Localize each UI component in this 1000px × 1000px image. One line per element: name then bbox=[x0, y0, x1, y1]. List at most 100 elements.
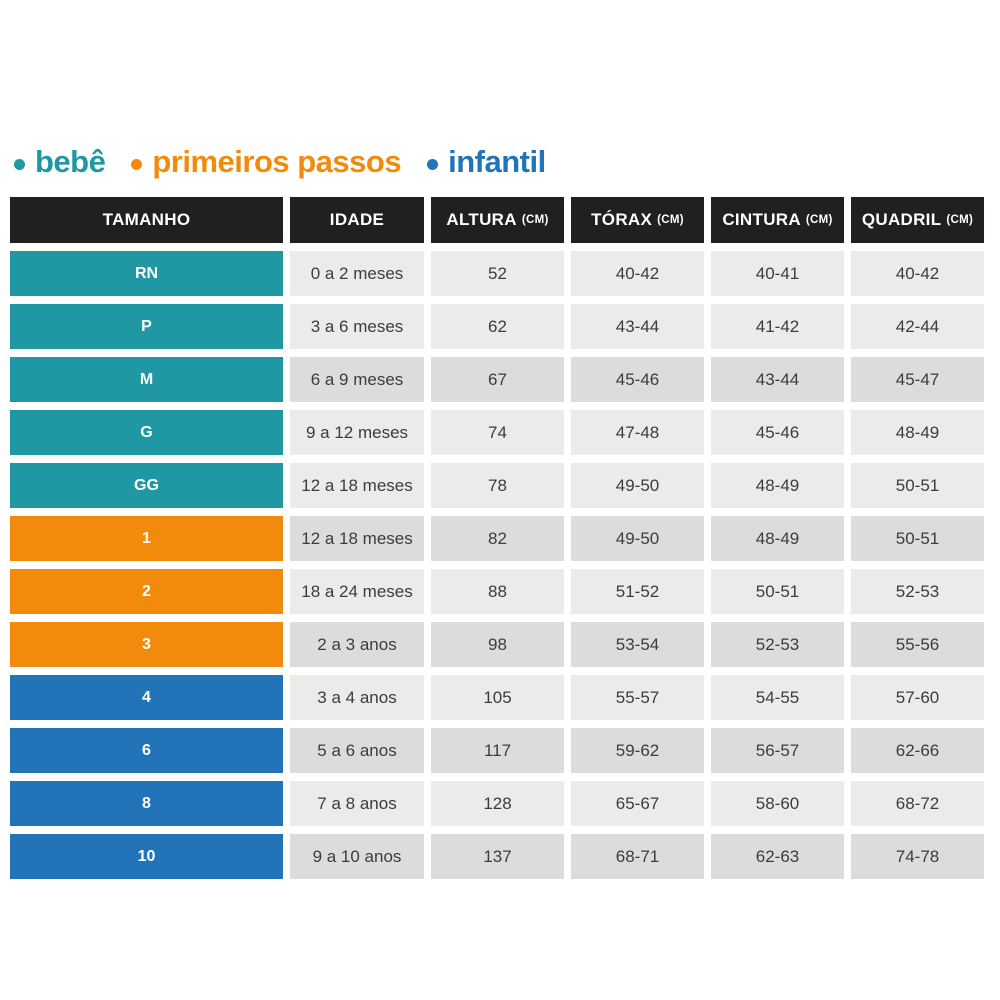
torax-cell: 65-67 bbox=[571, 781, 704, 826]
header-cintura: CINTURA (CM) bbox=[711, 197, 844, 243]
altura-cell: 117 bbox=[431, 728, 564, 773]
idade-cell: 12 a 18 meses bbox=[290, 516, 424, 561]
cintura-cell: 50-51 bbox=[711, 569, 844, 614]
quadril-cell: 52-53 bbox=[851, 569, 984, 614]
altura-cell: 78 bbox=[431, 463, 564, 508]
altura-cell: 82 bbox=[431, 516, 564, 561]
altura-cell: 137 bbox=[431, 834, 564, 879]
quadril-cell: 57-60 bbox=[851, 675, 984, 720]
cintura-cell: 48-49 bbox=[711, 516, 844, 561]
idade-cell: 0 a 2 meses bbox=[290, 251, 424, 296]
quadril-cell: 48-49 bbox=[851, 410, 984, 455]
cintura-cell: 48-49 bbox=[711, 463, 844, 508]
idade-cell: 12 a 18 meses bbox=[290, 463, 424, 508]
size-table: TAMANHO IDADE ALTURA (CM) TÓRAX (CM) CINTU… bbox=[10, 197, 984, 879]
cintura-cell: 62-63 bbox=[711, 834, 844, 879]
legend-label: bebê bbox=[35, 144, 106, 179]
idade-cell: 3 a 6 meses bbox=[290, 304, 424, 349]
altura-cell: 128 bbox=[431, 781, 564, 826]
quadril-cell: 55-56 bbox=[851, 622, 984, 667]
idade-cell: 9 a 12 meses bbox=[290, 410, 424, 455]
size-cell: 3 bbox=[10, 622, 283, 667]
legend-item-primeiros-passos: primeiros passos bbox=[131, 144, 402, 180]
header-label: IDADE bbox=[329, 210, 385, 229]
size-cell: 2 bbox=[10, 569, 283, 614]
legend-label: infantil bbox=[448, 144, 546, 179]
torax-cell: 55-57 bbox=[571, 675, 704, 720]
legend-item-bebe: bebê bbox=[14, 144, 106, 180]
quadril-cell: 45-47 bbox=[851, 357, 984, 402]
bullet-icon bbox=[131, 158, 143, 170]
idade-cell: 18 a 24 meses bbox=[290, 569, 424, 614]
idade-cell: 9 a 10 anos bbox=[290, 834, 424, 879]
altura-cell: 74 bbox=[431, 410, 564, 455]
legend: bebê primeiros passos infantil bbox=[14, 144, 546, 180]
idade-cell: 2 a 3 anos bbox=[290, 622, 424, 667]
size-cell: P bbox=[10, 304, 283, 349]
altura-cell: 88 bbox=[431, 569, 564, 614]
size-cell: 1 bbox=[10, 516, 283, 561]
header-label: ALTURA bbox=[446, 210, 517, 229]
cintura-cell: 52-53 bbox=[711, 622, 844, 667]
torax-cell: 49-50 bbox=[571, 463, 704, 508]
header-tamanho: TAMANHO bbox=[10, 197, 283, 243]
size-cell: 10 bbox=[10, 834, 283, 879]
header-unit: (CM) bbox=[521, 214, 549, 226]
quadril-cell: 42-44 bbox=[851, 304, 984, 349]
torax-cell: 43-44 bbox=[571, 304, 704, 349]
size-cell: M bbox=[10, 357, 283, 402]
cintura-cell: 40-41 bbox=[711, 251, 844, 296]
header-label: QUADRIL bbox=[861, 210, 942, 229]
header-label: TÓRAX bbox=[591, 210, 653, 229]
cintura-cell: 56-57 bbox=[711, 728, 844, 773]
altura-cell: 98 bbox=[431, 622, 564, 667]
idade-cell: 3 a 4 anos bbox=[290, 675, 424, 720]
header-unit: (CM) bbox=[657, 214, 684, 226]
header-label: CINTURA bbox=[722, 210, 801, 229]
bullet-icon bbox=[427, 158, 439, 170]
cintura-cell: 54-55 bbox=[711, 675, 844, 720]
torax-cell: 40-42 bbox=[571, 251, 704, 296]
torax-cell: 68-71 bbox=[571, 834, 704, 879]
header-unit: (CM) bbox=[946, 214, 974, 226]
quadril-cell: 74-78 bbox=[851, 834, 984, 879]
altura-cell: 67 bbox=[431, 357, 564, 402]
idade-cell: 5 a 6 anos bbox=[290, 728, 424, 773]
quadril-cell: 62-66 bbox=[851, 728, 984, 773]
quadril-cell: 40-42 bbox=[851, 251, 984, 296]
idade-cell: 6 a 9 meses bbox=[290, 357, 424, 402]
size-cell: 4 bbox=[10, 675, 283, 720]
torax-cell: 53-54 bbox=[571, 622, 704, 667]
bullet-icon bbox=[14, 158, 25, 170]
header-torax: TÓRAX (CM) bbox=[571, 197, 704, 243]
header-unit: (CM) bbox=[805, 214, 833, 226]
legend-label: primeiros passos bbox=[152, 144, 402, 179]
size-cell: G bbox=[10, 410, 283, 455]
cintura-cell: 41-42 bbox=[711, 304, 844, 349]
size-cell: GG bbox=[10, 463, 283, 508]
header-altura: ALTURA (CM) bbox=[431, 197, 564, 243]
quadril-cell: 50-51 bbox=[851, 463, 984, 508]
torax-cell: 59-62 bbox=[571, 728, 704, 773]
quadril-cell: 68-72 bbox=[851, 781, 984, 826]
header-quadril: QUADRIL (CM) bbox=[851, 197, 984, 243]
altura-cell: 62 bbox=[431, 304, 564, 349]
cintura-cell: 43-44 bbox=[711, 357, 844, 402]
torax-cell: 45-46 bbox=[571, 357, 704, 402]
size-cell: 8 bbox=[10, 781, 283, 826]
torax-cell: 47-48 bbox=[571, 410, 704, 455]
size-cell: RN bbox=[10, 251, 283, 296]
header-idade: IDADE bbox=[290, 197, 424, 243]
header-label: TAMANHO bbox=[102, 210, 191, 229]
legend-item-infantil: infantil bbox=[427, 144, 546, 180]
quadril-cell: 50-51 bbox=[851, 516, 984, 561]
cintura-cell: 58-60 bbox=[711, 781, 844, 826]
size-cell: 6 bbox=[10, 728, 283, 773]
torax-cell: 49-50 bbox=[571, 516, 704, 561]
idade-cell: 7 a 8 anos bbox=[290, 781, 424, 826]
cintura-cell: 45-46 bbox=[711, 410, 844, 455]
altura-cell: 52 bbox=[431, 251, 564, 296]
altura-cell: 105 bbox=[431, 675, 564, 720]
torax-cell: 51-52 bbox=[571, 569, 704, 614]
